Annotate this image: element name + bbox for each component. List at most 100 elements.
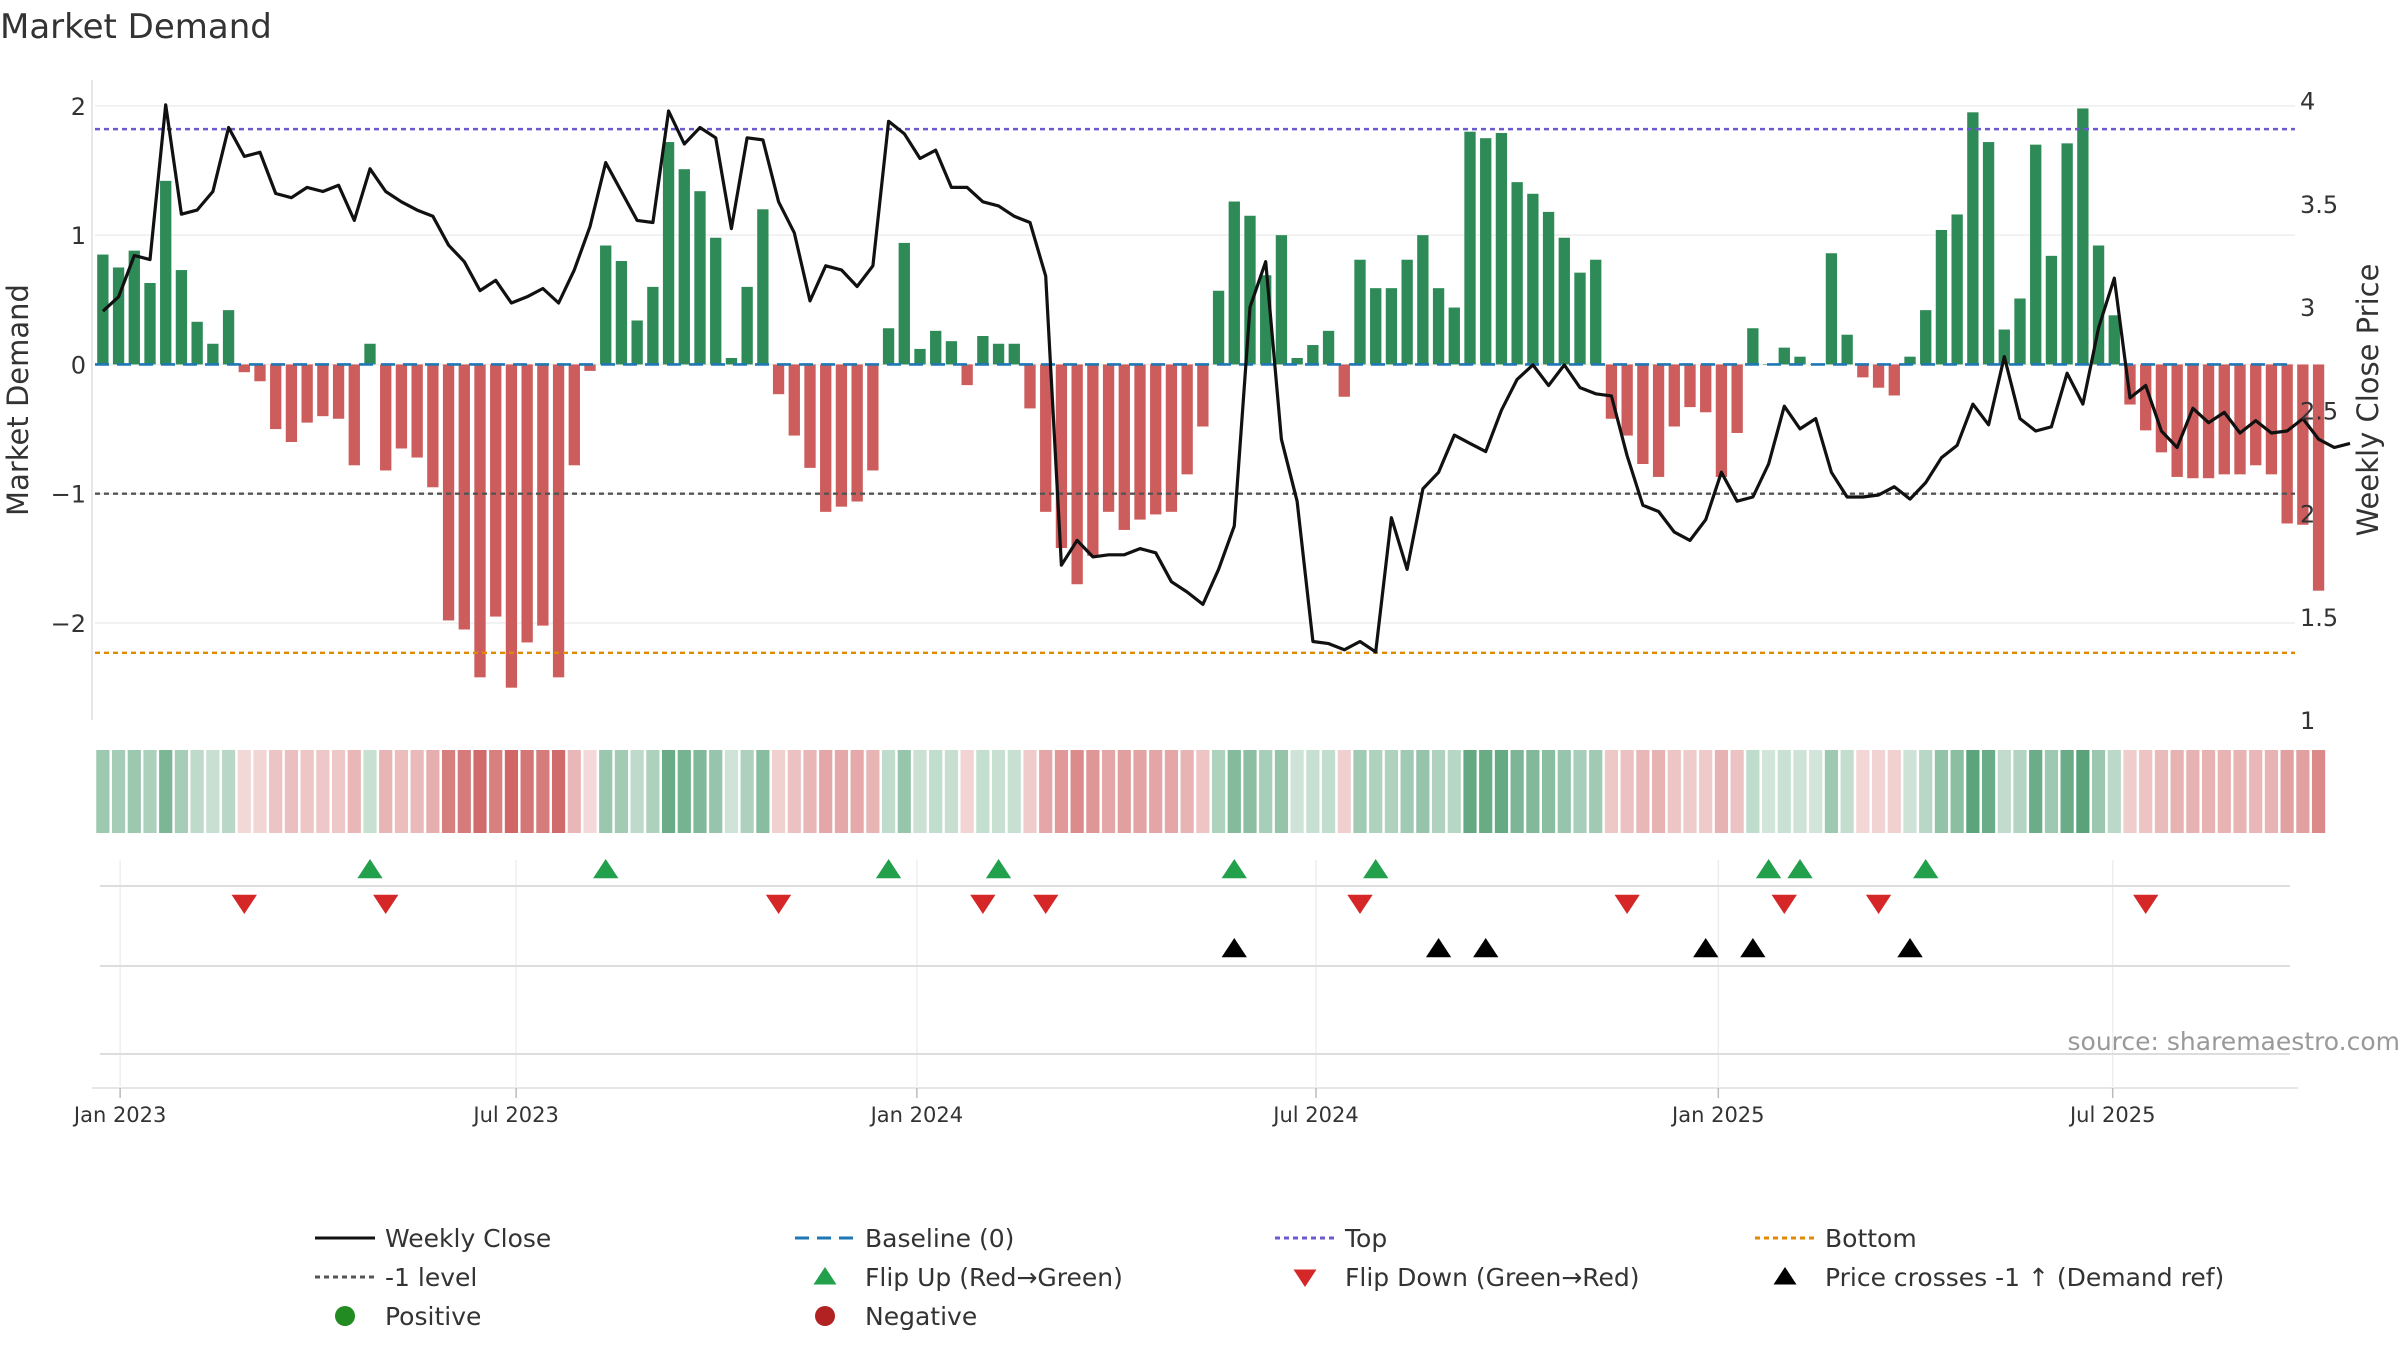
demand-bar — [1197, 364, 1209, 427]
demand-bar — [442, 364, 455, 621]
demand-strip-cell — [1369, 750, 1383, 833]
demand-bar — [1574, 272, 1586, 365]
price-series — [101, 103, 2351, 654]
demand-bar — [772, 364, 785, 395]
demand-strip-cell — [1290, 750, 1304, 833]
demand-heat-strip — [96, 750, 2326, 833]
demand-bar — [1558, 237, 1570, 365]
demand-strip-cell — [1620, 750, 1634, 833]
demand-strip-cell — [1746, 750, 1760, 833]
demand-strip-cell — [1149, 750, 1163, 833]
demand-bar — [301, 364, 313, 423]
y2-tick-label: 4 — [2300, 88, 2315, 116]
legend-label: Price crosses -1 ↑ (Demand ref) — [1825, 1263, 2224, 1292]
y2-axis-ticks: 1 1.5 2 2.5 3 3.5 4 — [2300, 88, 2338, 735]
demand-bar — [537, 364, 549, 626]
demand-strip-cell — [1824, 750, 1839, 833]
legend-label: Weekly Close — [385, 1224, 551, 1253]
demand-strip-cell — [929, 750, 943, 833]
demand-strip-cell — [2264, 750, 2279, 833]
demand-bar — [1920, 310, 1932, 365]
demand-bar — [1181, 364, 1193, 475]
legend-swatch-triangle — [1773, 1267, 1797, 1285]
demand-strip-cell — [1573, 750, 1587, 833]
demand-bar — [2108, 315, 2120, 365]
legend-swatch-circle — [815, 1306, 835, 1326]
demand-strip-cell — [630, 750, 644, 833]
demand-bar — [1370, 288, 1382, 365]
demand-bar — [725, 357, 738, 365]
demand-bar — [411, 364, 423, 458]
demand-strip-cell — [1636, 750, 1650, 833]
demand-strip-cell — [206, 750, 220, 833]
demand-strip-cell — [693, 750, 707, 833]
demand-strip-cell — [960, 750, 974, 833]
demand-strip-cell — [2217, 750, 2231, 833]
flip-down-marker — [2133, 894, 2159, 914]
demand-bar — [1432, 288, 1445, 365]
demand-bar — [1134, 364, 1146, 520]
price-cross-marker — [1425, 938, 1452, 958]
demand-strip-cell — [2013, 750, 2027, 833]
demand-strip-cell — [881, 750, 896, 833]
demand-bar — [1951, 214, 1963, 365]
demand-strip-cell — [724, 750, 739, 833]
demand-bar — [977, 336, 989, 365]
y2-axis-label: Weekly Close Price — [2351, 264, 2385, 537]
demand-strip-cell — [1541, 750, 1556, 833]
demand-strip-cell — [944, 750, 959, 833]
demand-bar — [1417, 235, 1429, 365]
demand-bars — [97, 108, 2325, 688]
legend-label: -1 level — [385, 1263, 477, 1292]
demand-bar — [521, 364, 533, 643]
demand-bar — [1605, 364, 1618, 419]
demand-strip-cell — [1180, 750, 1194, 833]
demand-strip-cell — [269, 750, 283, 833]
demand-strip-cell — [394, 750, 409, 833]
demand-strip-cell — [2029, 750, 2043, 833]
demand-bar — [2265, 364, 2278, 475]
demand-strip-cell — [1243, 750, 1257, 833]
demand-strip-cell — [1447, 750, 1461, 833]
demand-bar — [144, 282, 156, 365]
legend: Weekly Close Baseline (0) Top Bottom -1 leve… — [315, 1224, 2224, 1331]
demand-bar — [1998, 329, 2010, 365]
demand-bar — [1841, 334, 1853, 365]
demand-strip-cell — [1950, 750, 1964, 833]
price-cross-marker — [1221, 938, 1247, 958]
demand-strip-cell — [976, 750, 990, 833]
demand-strip-cell — [1259, 750, 1273, 833]
demand-bar — [1024, 364, 1036, 409]
demand-strip-cell — [1431, 750, 1446, 833]
demand-bar — [820, 364, 832, 512]
legend-swatch-triangle — [1293, 1269, 1317, 1287]
x-tick-label: Jan 2024 — [869, 1103, 964, 1127]
demand-strip-cell — [740, 750, 754, 833]
demand-strip-cell — [2280, 750, 2294, 833]
demand-bar — [1904, 356, 1916, 365]
flip-down-marker — [1865, 894, 1892, 914]
demand-bar — [2281, 364, 2293, 524]
demand-strip-cell — [913, 750, 927, 833]
demand-bar — [1102, 364, 1115, 512]
demand-strip-cell — [1274, 750, 1289, 833]
demand-bar — [270, 364, 282, 430]
y-tick-label: 2 — [71, 93, 86, 121]
demand-strip-cell — [834, 750, 849, 833]
price-cross-marker — [1473, 938, 1499, 958]
demand-bar — [600, 245, 612, 365]
legend-label: Top — [1344, 1224, 1387, 1253]
demand-bar — [568, 364, 580, 466]
demand-bar — [2077, 108, 2089, 365]
demand-strip-cell — [1337, 750, 1351, 833]
demand-bar — [2171, 364, 2183, 477]
demand-strip-cell — [1589, 750, 1603, 833]
demand-strip-cell — [2044, 750, 2059, 833]
demand-strip-cell — [2186, 750, 2200, 833]
y2-tick-label: 2 — [2300, 501, 2315, 529]
demand-bar — [835, 364, 848, 507]
demand-strip-cell — [1353, 750, 1367, 833]
demand-strip-cell — [1306, 750, 1320, 833]
demand-bar — [992, 343, 1005, 365]
flip-up-marker — [1363, 859, 1389, 879]
